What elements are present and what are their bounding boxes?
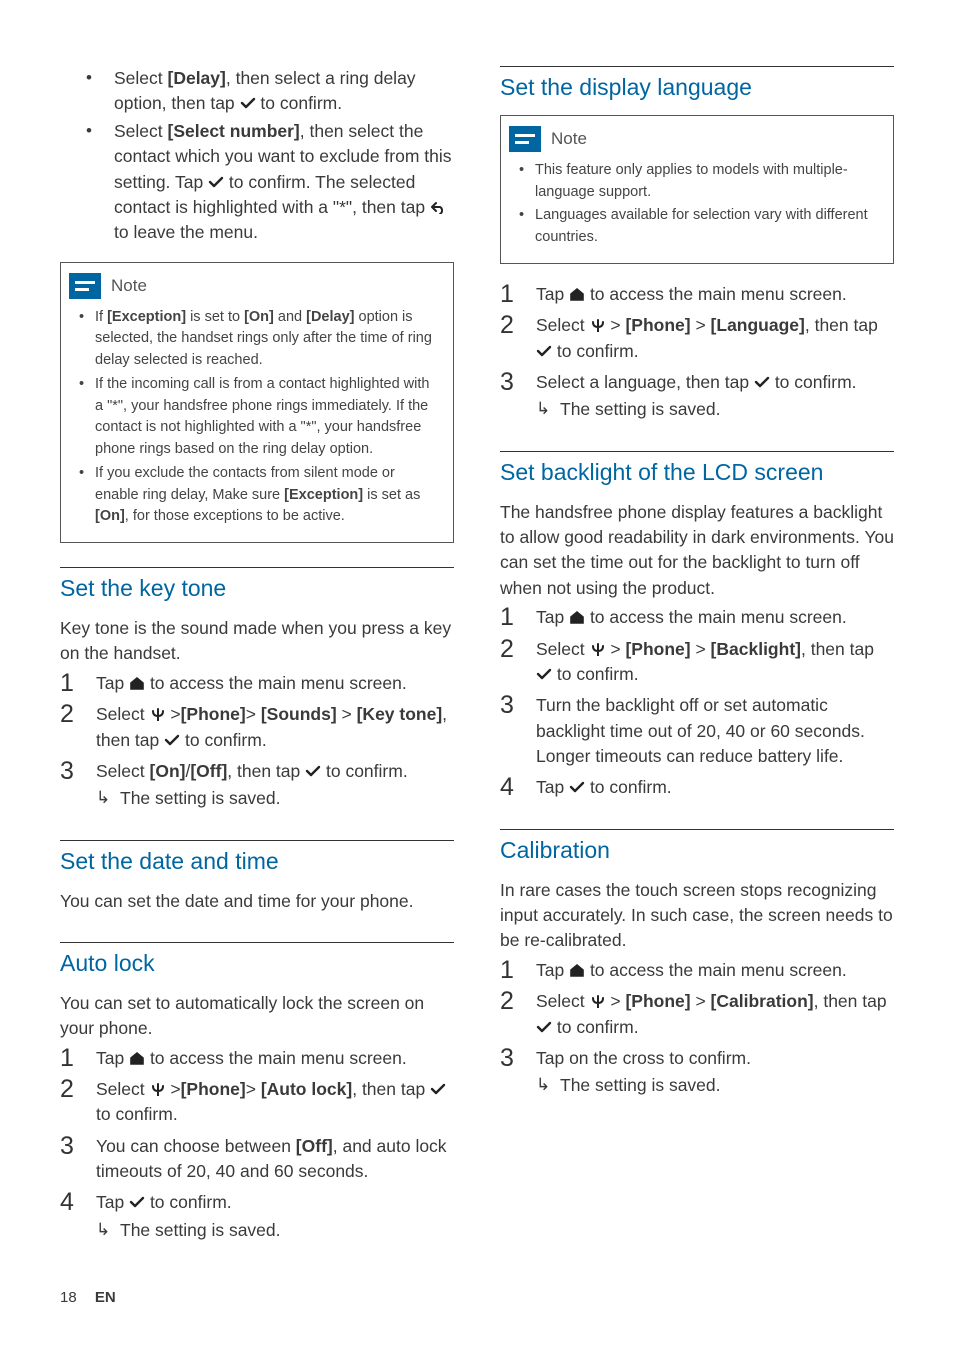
step-result: The setting is saved. xyxy=(96,1218,454,1243)
section-calibration: Calibration In rare cases the touch scre… xyxy=(500,829,894,1099)
note-icon xyxy=(69,273,101,299)
section-title: Calibration xyxy=(500,836,894,866)
psi-icon xyxy=(150,707,166,721)
section-datetime: Set the date and time You can set the da… xyxy=(60,840,454,914)
right-column: Set the display language Note This featu… xyxy=(500,66,894,1271)
section-intro: In rare cases the touch screen stops rec… xyxy=(500,878,894,954)
step: 1Tap to access the main menu screen. xyxy=(60,1046,454,1071)
note-item: If [Exception] is set to [On] and [Delay… xyxy=(73,307,441,372)
step: 1Tap to access the main menu screen. xyxy=(60,671,454,696)
step: 2Select >[Phone]> [Auto lock], then tap … xyxy=(60,1077,454,1128)
step: 1Tap to access the main menu screen. xyxy=(500,282,894,307)
left-column: Select [Delay], then select a ring delay… xyxy=(60,66,454,1271)
step: 2Select > [Phone] > [Calibration], then … xyxy=(500,989,894,1040)
psi-icon xyxy=(150,1082,166,1096)
step: 2Select > [Phone] > [Backlight], then ta… xyxy=(500,637,894,688)
page-lang: EN xyxy=(95,1289,116,1306)
section-title: Set the display language xyxy=(500,73,894,103)
step: 3You can choose between [Off], and auto … xyxy=(60,1134,454,1185)
psi-icon xyxy=(590,994,606,1008)
psi-icon xyxy=(590,318,606,332)
step: 3Tap on the cross to confirm. The settin… xyxy=(500,1046,894,1099)
section-display-language: Set the display language Note This featu… xyxy=(500,66,894,423)
intro-bullet-list: Select [Delay], then select a ring delay… xyxy=(60,66,454,246)
section-title: Set the key tone xyxy=(60,574,454,604)
section-intro: The handsfree phone display features a b… xyxy=(500,500,894,602)
check-icon xyxy=(754,375,770,389)
home-icon xyxy=(129,1051,145,1065)
note-item: If you exclude the contacts from silent … xyxy=(73,463,441,528)
note-icon xyxy=(509,126,541,152)
step-result: The setting is saved. xyxy=(96,786,454,811)
section-autolock: Auto lock You can set to automatically l… xyxy=(60,942,454,1243)
note-item: This feature only applies to models with… xyxy=(513,160,881,204)
check-icon xyxy=(164,733,180,747)
step: 3Select [On]/[Off], then tap to confirm.… xyxy=(60,759,454,812)
note-item: If the incoming call is from a contact h… xyxy=(73,374,441,461)
bullet-select-number: Select [Select number], then select the … xyxy=(60,119,454,246)
page-number: 18 xyxy=(60,1289,77,1306)
check-icon xyxy=(536,344,552,358)
home-icon xyxy=(569,963,585,977)
check-icon xyxy=(430,1082,446,1096)
step: 1Tap to access the main menu screen. xyxy=(500,605,894,630)
back-icon xyxy=(430,200,446,214)
step: 4Tap to confirm. The setting is saved. xyxy=(60,1190,454,1243)
step: 4Tap to confirm. xyxy=(500,775,894,800)
section-intro: Key tone is the sound made when you pres… xyxy=(60,616,454,667)
step: 1Tap to access the main menu screen. xyxy=(500,958,894,983)
section-backlight: Set backlight of the LCD screen The hand… xyxy=(500,451,894,801)
bullet-delay: Select [Delay], then select a ring delay… xyxy=(60,66,454,117)
step-result: The setting is saved. xyxy=(536,1073,894,1098)
page-footer: 18 EN xyxy=(60,1289,116,1306)
note-label: Note xyxy=(551,129,587,149)
note-box-language: Note This feature only applies to models… xyxy=(500,115,894,264)
step: 2Select >[Phone]> [Sounds] > [Key tone],… xyxy=(60,702,454,753)
step: 2Select > [Phone] > [Language], then tap… xyxy=(500,313,894,364)
check-icon xyxy=(305,764,321,778)
home-icon xyxy=(129,676,145,690)
section-title: Set the date and time xyxy=(60,847,454,877)
check-icon xyxy=(536,667,552,681)
home-icon xyxy=(569,610,585,624)
note-item: Languages available for selection vary w… xyxy=(513,205,881,249)
check-icon xyxy=(240,96,256,110)
check-icon xyxy=(208,175,224,189)
step: 3Turn the backlight off or set automatic… xyxy=(500,693,894,769)
section-title: Auto lock xyxy=(60,949,454,979)
check-icon xyxy=(129,1195,145,1209)
section-keytone: Set the key tone Key tone is the sound m… xyxy=(60,567,454,812)
check-icon xyxy=(569,780,585,794)
section-title: Set backlight of the LCD screen xyxy=(500,458,894,488)
check-icon xyxy=(536,1020,552,1034)
home-icon xyxy=(569,287,585,301)
psi-icon xyxy=(590,642,606,656)
section-intro: You can set to automatically lock the sc… xyxy=(60,991,454,1042)
note-box-exceptions: Note If [Exception] is set to [On] and [… xyxy=(60,262,454,544)
step-result: The setting is saved. xyxy=(536,397,894,422)
section-intro: You can set the date and time for your p… xyxy=(60,889,454,914)
note-label: Note xyxy=(111,276,147,296)
step: 3Select a language, then tap to confirm.… xyxy=(500,370,894,423)
